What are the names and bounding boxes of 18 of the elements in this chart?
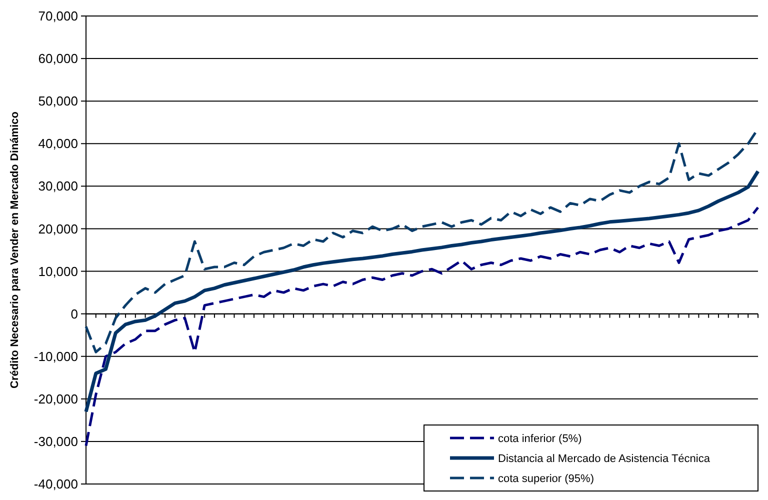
y-tick-label: 70,000 [38,8,78,24]
legend-label: Distancia al Mercado de Asistencia Técnica [498,452,711,465]
y-tick-label: -10,000 [34,348,78,364]
y-tick-label: 30,000 [38,178,78,194]
y-tick-label: -40,000 [34,476,78,492]
legend-label: cota inferior (5%) [498,432,582,445]
legend-label: cota superior (95%) [498,472,594,485]
y-tick-label: 20,000 [38,221,78,236]
y-tick-label: 60,000 [38,51,78,66]
y-tick-label: 50,000 [38,94,78,109]
y-tick-label: 40,000 [38,136,78,152]
y-tick-label: 10,000 [38,264,78,279]
line-series [84,170,760,414]
y-tick-label: -30,000 [34,434,78,450]
y-tick-label: 0 [70,306,78,322]
y-tick-label: -20,000 [34,391,78,406]
y-axis-title: Crédito Necesario para Vender en Mercado Dinámico [9,111,21,388]
line-series [84,206,760,447]
